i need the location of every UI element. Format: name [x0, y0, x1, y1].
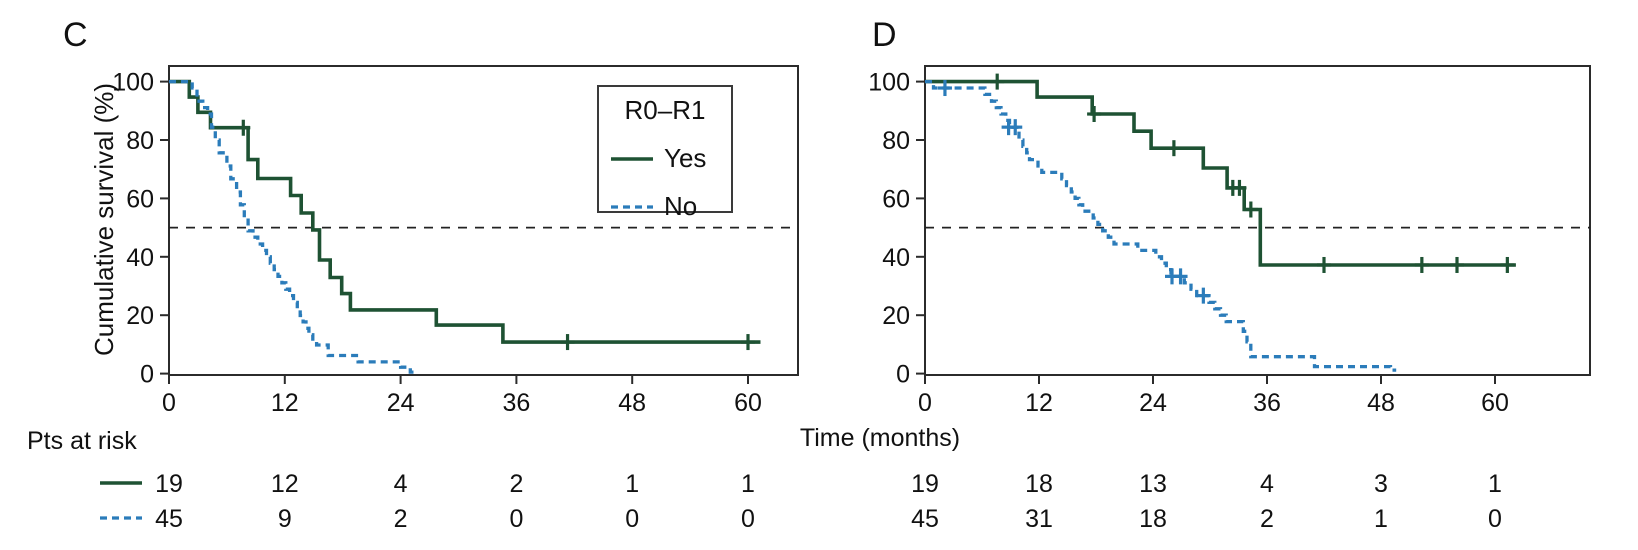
x-tick-label: 0 — [162, 389, 176, 417]
risk-count-yes-panel-d: 18 — [1025, 470, 1053, 498]
y-axis-label: Cumulative survival (%) — [89, 82, 119, 356]
x-axis-label: Time (months) — [799, 424, 961, 452]
risk-count-no-panel-d: 45 — [911, 505, 939, 533]
y-tick-label: 80 — [882, 127, 910, 155]
plot-border-panel-d — [924, 65, 1591, 376]
risk-count-yes-panel-d: 3 — [1374, 470, 1388, 498]
plot-border-panel-c — [168, 65, 799, 376]
y-tick-label: 60 — [126, 185, 154, 213]
risk-count-no-panel-c: 9 — [278, 505, 292, 533]
x-tick-label: 36 — [1253, 389, 1281, 417]
y-tick-label: 100 — [868, 69, 910, 97]
pts-at-risk-label: Pts at risk — [27, 427, 137, 455]
risk-count-no-panel-d: 0 — [1488, 505, 1502, 533]
risk-count-yes-panel-c: 12 — [271, 470, 299, 498]
x-tick-label: 12 — [271, 389, 299, 417]
risk-count-yes-panel-d: 4 — [1260, 470, 1274, 498]
risk-count-yes-panel-c: 1 — [625, 470, 639, 498]
km-curve-yes-panel-c — [169, 79, 761, 344]
risk-count-no-panel-c: 2 — [394, 505, 408, 533]
x-tick-label: 48 — [1367, 389, 1395, 417]
risk-count-no-panel-c: 0 — [625, 505, 639, 533]
x-tick-label: 24 — [1139, 389, 1167, 417]
risk-count-no-panel-d: 31 — [1025, 505, 1053, 533]
x-tick-label: 60 — [1481, 389, 1509, 417]
x-tick-label: 24 — [387, 389, 415, 417]
risk-count-yes-panel-c: 4 — [394, 470, 408, 498]
risk-count-yes-panel-d: 1 — [1488, 470, 1502, 498]
x-tick-label: 0 — [918, 389, 932, 417]
legend-item-yes: Yes — [599, 143, 731, 174]
y-tick-label: 0 — [140, 361, 154, 389]
risk-count-no-panel-c: 0 — [509, 505, 523, 533]
risk-count-yes-panel-c: 19 — [155, 470, 183, 498]
legend-title: R0–R1 — [624, 95, 706, 125]
risk-count-no-panel-d: 1 — [1374, 505, 1388, 533]
km-curve-no-panel-d — [925, 79, 1397, 372]
y-tick-label: 60 — [882, 185, 910, 213]
y-tick-label: 100 — [112, 69, 154, 97]
legend-item-yes-label: Yes — [664, 143, 707, 173]
panel-c-letter: C — [63, 16, 88, 54]
x-tick-label: 60 — [734, 389, 762, 417]
panel-d-letter: D — [872, 16, 897, 54]
x-tick-label: 12 — [1025, 389, 1053, 417]
x-tick-label: 48 — [618, 389, 646, 417]
legend-item-no: No — [599, 191, 731, 222]
risk-count-yes-panel-c: 2 — [509, 470, 523, 498]
risk-count-no-panel-c: 0 — [741, 505, 755, 533]
risk-count-yes-panel-d: 13 — [1139, 470, 1167, 498]
risk-count-yes-panel-c: 1 — [741, 470, 755, 498]
x-tick-label: 36 — [502, 389, 530, 417]
km-curve-no-panel-c — [169, 79, 415, 374]
legend-yes-line-swatch — [611, 156, 653, 161]
y-tick-label: 0 — [896, 361, 910, 389]
risk-count-no-panel-d: 2 — [1260, 505, 1274, 533]
risk-count-no-panel-d: 18 — [1139, 505, 1167, 533]
risk-count-yes-panel-d: 19 — [911, 470, 939, 498]
risk-count-no-panel-c: 45 — [155, 505, 183, 533]
km-curve-yes-panel-d — [925, 79, 1516, 267]
y-tick-label: 80 — [126, 127, 154, 155]
y-tick-label: 40 — [882, 244, 910, 272]
legend-box: R0–R1 Yes No — [597, 85, 733, 221]
legend-item-no-label: No — [664, 191, 698, 221]
y-tick-label: 40 — [126, 244, 154, 272]
y-tick-label: 20 — [882, 302, 910, 330]
legend-no-line-swatch — [611, 204, 653, 209]
y-tick-label: 20 — [126, 302, 154, 330]
